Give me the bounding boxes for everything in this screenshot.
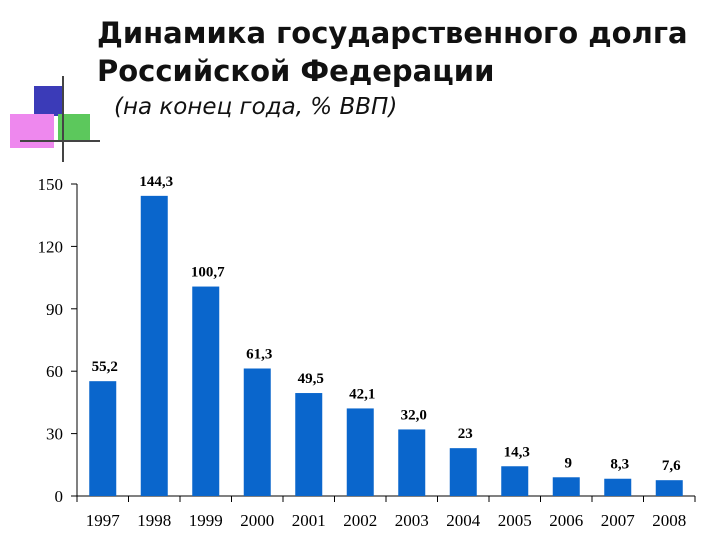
- y-tick-label: 30: [46, 425, 63, 444]
- y-tick-label: 0: [55, 487, 64, 506]
- data-label: 55,2: [92, 359, 118, 375]
- x-tick-label: 2000: [240, 511, 274, 530]
- y-tick-label: 60: [46, 362, 63, 381]
- x-tick-label: 1999: [189, 511, 223, 530]
- y-tick-label: 120: [38, 237, 64, 256]
- bar: [398, 429, 426, 496]
- bar: [140, 195, 168, 496]
- decorative-squares: [10, 76, 100, 162]
- bar: [604, 478, 632, 496]
- data-label: 9: [565, 455, 573, 471]
- bar: [552, 477, 580, 496]
- bar: [89, 381, 117, 496]
- bar: [295, 393, 323, 496]
- data-label: 100,7: [191, 265, 225, 281]
- deco-blue-square: [34, 86, 62, 116]
- bar: [346, 408, 374, 496]
- bar: [192, 286, 220, 496]
- y-tick-label: 150: [38, 175, 64, 194]
- data-label: 23: [458, 426, 473, 442]
- x-tick-label: 2006: [549, 511, 583, 530]
- data-label: 42,1: [349, 386, 375, 402]
- data-label: 14,3: [504, 444, 530, 460]
- data-label: 144,3: [139, 174, 173, 190]
- deco-pink-square: [10, 114, 54, 148]
- y-tick-label: 90: [46, 300, 63, 319]
- x-tick-label: 2004: [446, 511, 481, 530]
- x-tick-label: 2007: [601, 511, 636, 530]
- bar: [501, 466, 529, 496]
- bar: [449, 448, 477, 496]
- x-tick-label: 1998: [137, 511, 171, 530]
- data-label: 8,3: [610, 457, 629, 473]
- x-tick-label: 1997: [86, 511, 121, 530]
- data-label: 7,6: [662, 458, 681, 474]
- x-tick-label: 2003: [395, 511, 429, 530]
- x-tick-label: 2001: [292, 511, 326, 530]
- x-tick-label: 2002: [343, 511, 377, 530]
- bar: [655, 480, 683, 496]
- page-title: Динамика государственного долга Российск…: [97, 16, 688, 88]
- x-tick-label: 2008: [652, 511, 686, 530]
- data-label: 32,0: [401, 407, 427, 423]
- bar: [243, 368, 271, 496]
- data-label: 49,5: [298, 371, 324, 387]
- page-subtitle: (на конец года, % ВВП): [114, 94, 398, 120]
- data-label: 61,3: [246, 346, 272, 362]
- x-tick-label: 2005: [498, 511, 532, 530]
